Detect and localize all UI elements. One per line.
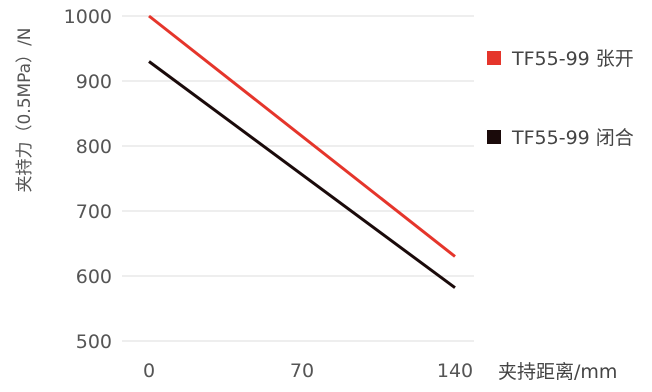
y-tick-label: 800	[76, 136, 112, 158]
x-tick-label: 0	[143, 360, 155, 382]
series-line-1	[148, 14, 456, 258]
x-tick-label: 140	[437, 360, 473, 382]
x-axis-label: 夹持距离/mm	[498, 361, 617, 383]
legend-label: TF55-99 闭合	[511, 127, 634, 149]
legend: TF55-99 张开 TF55-99 闭合	[487, 48, 634, 149]
grid-layer	[122, 15, 474, 342]
series-layer	[148, 14, 456, 289]
y-tick-label: 700	[76, 201, 112, 223]
y-axis-label: 夹持力（0.5MPa）/N	[15, 27, 35, 192]
legend-swatch	[487, 130, 501, 144]
y-tick-label: 1000	[64, 6, 112, 28]
y-tick-label: 500	[76, 331, 112, 353]
legend-label: TF55-99 张开	[511, 48, 634, 70]
series-line-2	[148, 60, 456, 289]
x-tick-labels: 0 70 140	[143, 360, 473, 382]
legend-swatch	[487, 51, 501, 65]
y-tick-label: 600	[76, 266, 112, 288]
y-tick-label: 900	[76, 71, 112, 93]
y-tick-labels: 500 600 700 800 900 1000	[64, 6, 112, 353]
x-tick-label: 70	[290, 360, 314, 382]
